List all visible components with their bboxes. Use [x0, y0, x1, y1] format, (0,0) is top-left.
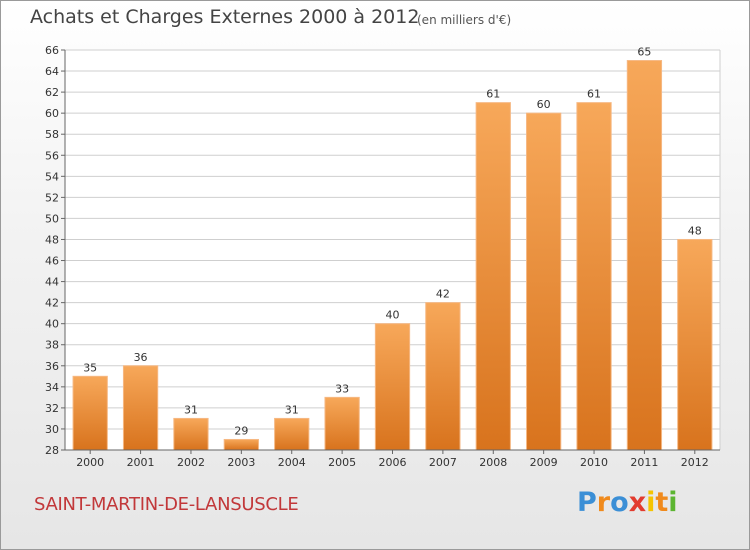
logo-letter: i [646, 487, 656, 518]
logo-letter: t [655, 487, 669, 518]
y-tick-label: 60 [45, 107, 59, 120]
chart-subtitle: (en milliers d'€) [417, 13, 512, 27]
data-label: 42 [436, 288, 450, 301]
y-tick-label: 66 [45, 44, 59, 57]
data-label: 65 [637, 46, 651, 59]
x-tick-label: 2011 [630, 456, 658, 469]
y-tick-label: 62 [45, 86, 59, 99]
x-tick-label: 2010 [580, 456, 608, 469]
logo-letter: r [596, 487, 611, 518]
bar [425, 302, 461, 451]
bar [223, 438, 259, 451]
x-tick-label: 2004 [278, 456, 306, 469]
bar [374, 323, 411, 451]
x-tick-label: 2009 [530, 456, 558, 469]
logo-letter: x [628, 487, 647, 518]
y-tick-label: 30 [45, 423, 59, 436]
y-tick-label: 48 [45, 233, 59, 246]
data-label: 60 [537, 98, 551, 111]
y-tick-label: 28 [45, 444, 59, 457]
commune-name: SAINT-MARTIN-DE-LANSUSCLE [34, 494, 299, 515]
x-tick-label: 2002 [177, 456, 205, 469]
logo-letter: P [577, 487, 597, 518]
x-tick-label: 2001 [127, 456, 155, 469]
data-label: 61 [587, 88, 601, 101]
bar [72, 375, 108, 451]
x-tick-label: 2012 [681, 456, 709, 469]
logo-letter: i [668, 487, 678, 518]
logo-letter: o [610, 487, 629, 518]
data-label: 29 [234, 424, 248, 437]
y-tick-label: 44 [45, 276, 59, 289]
y-tick-label: 52 [45, 191, 59, 204]
chart-title: Achats et Charges Externes 2000 à 2012 [30, 6, 420, 28]
y-tick-label: 36 [45, 360, 59, 373]
data-label: 31 [184, 403, 198, 416]
y-tick-label: 34 [45, 381, 59, 394]
bar [576, 102, 612, 451]
data-label: 36 [134, 351, 148, 364]
bar [274, 417, 310, 451]
bar [475, 102, 511, 451]
data-label: 35 [83, 361, 97, 374]
data-label: 48 [688, 224, 702, 237]
y-tick-label: 50 [45, 212, 59, 225]
y-tick-label: 38 [45, 339, 59, 352]
y-tick-label: 42 [45, 297, 59, 310]
y-tick-label: 64 [45, 65, 59, 78]
x-tick-label: 2008 [479, 456, 507, 469]
y-tick-label: 56 [45, 149, 59, 162]
y-tick-label: 32 [45, 402, 59, 415]
bar [324, 396, 360, 451]
bar [122, 365, 159, 451]
x-tick-label: 2006 [379, 456, 407, 469]
bar [173, 417, 209, 451]
y-axis: 28 30 32 34 36 38 40 42 44 46 48 50 52 54 56 58 60 62 64 66 [45, 44, 66, 457]
bar [677, 238, 713, 451]
data-label: 40 [386, 309, 400, 322]
data-label: 31 [285, 403, 299, 416]
x-tick-label: 2007 [429, 456, 457, 469]
x-tick-label: 2000 [76, 456, 104, 469]
y-tick-label: 40 [45, 318, 59, 331]
bar [626, 60, 663, 451]
y-tick-label: 54 [45, 170, 59, 183]
proxiti-logo[interactable]: Proxiti [577, 487, 678, 518]
bars: 35 36 31 29 31 33 40 42 61 60 61 65 48 [72, 46, 713, 451]
bar [526, 112, 562, 451]
y-tick-label: 58 [45, 128, 59, 141]
data-label: 61 [486, 88, 500, 101]
x-axis: 2000 2001 2002 2003 2004 2005 2006 2007 2008 2009… [65, 449, 720, 469]
x-tick-label: 2003 [227, 456, 255, 469]
data-label: 33 [335, 382, 349, 395]
x-tick-label: 2005 [328, 456, 356, 469]
y-tick-label: 46 [45, 255, 59, 268]
